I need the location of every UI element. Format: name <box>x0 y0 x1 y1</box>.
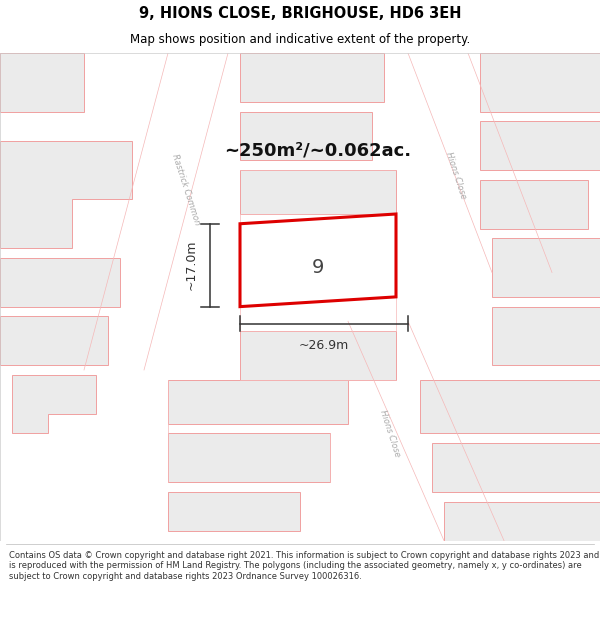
Polygon shape <box>240 170 396 214</box>
Polygon shape <box>168 492 300 531</box>
Polygon shape <box>12 375 96 433</box>
Polygon shape <box>480 180 588 229</box>
Text: 9, HIONS CLOSE, BRIGHOUSE, HD6 3EH: 9, HIONS CLOSE, BRIGHOUSE, HD6 3EH <box>139 6 461 21</box>
Text: ~26.9m: ~26.9m <box>299 339 349 352</box>
Polygon shape <box>240 53 384 102</box>
Polygon shape <box>240 214 396 307</box>
Polygon shape <box>168 433 330 482</box>
Text: 9: 9 <box>312 258 324 277</box>
Text: Hions Close: Hions Close <box>444 151 468 199</box>
Polygon shape <box>0 316 108 365</box>
Polygon shape <box>0 258 120 307</box>
Polygon shape <box>420 380 600 433</box>
Polygon shape <box>240 112 372 161</box>
Polygon shape <box>444 502 600 541</box>
Polygon shape <box>0 141 132 248</box>
Polygon shape <box>144 336 600 370</box>
Polygon shape <box>168 380 348 424</box>
Polygon shape <box>84 53 228 541</box>
Polygon shape <box>408 53 492 272</box>
Polygon shape <box>492 307 600 365</box>
Polygon shape <box>348 321 444 541</box>
Polygon shape <box>432 443 600 492</box>
Text: ~17.0m: ~17.0m <box>185 240 198 291</box>
Text: Rastrick Common: Rastrick Common <box>170 153 202 226</box>
Text: Contains OS data © Crown copyright and database right 2021. This information is : Contains OS data © Crown copyright and d… <box>9 551 599 581</box>
Polygon shape <box>0 53 84 112</box>
Text: ~250m²/~0.062ac.: ~250m²/~0.062ac. <box>224 142 412 159</box>
Text: Map shows position and indicative extent of the property.: Map shows position and indicative extent… <box>130 33 470 46</box>
Text: Hions Close: Hions Close <box>378 409 402 458</box>
Polygon shape <box>240 331 396 380</box>
Polygon shape <box>480 121 600 170</box>
Polygon shape <box>492 238 600 297</box>
Polygon shape <box>480 53 600 112</box>
